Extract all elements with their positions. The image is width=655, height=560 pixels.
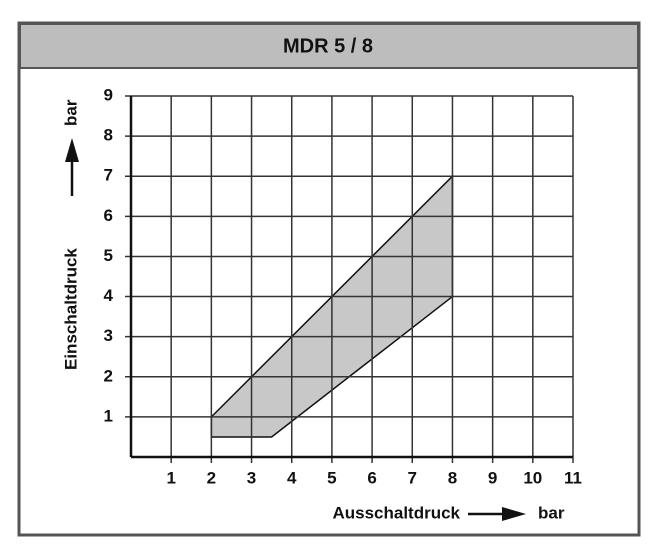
x-tick-label: 6 bbox=[367, 468, 376, 487]
x-tick-label: 3 bbox=[247, 468, 256, 487]
y-axis-unit: bar bbox=[61, 99, 80, 126]
y-tick-label: 7 bbox=[104, 166, 113, 185]
x-tick-label: 11 bbox=[564, 468, 582, 487]
x-axis-unit: bar bbox=[538, 503, 565, 522]
x-tick-label: 10 bbox=[523, 468, 542, 487]
frame bbox=[17, 21, 641, 537]
y-tick-label: 2 bbox=[104, 366, 113, 385]
x-tick-label: 8 bbox=[448, 468, 457, 487]
y-tick-label: 9 bbox=[104, 85, 113, 104]
y-arrow bbox=[65, 138, 79, 196]
title-bar bbox=[19, 23, 639, 69]
y-tick-label: 4 bbox=[104, 286, 114, 305]
x-arrow bbox=[468, 507, 526, 521]
y-tick-label: 8 bbox=[104, 126, 113, 145]
x-axis-label: Ausschaltdruck bbox=[332, 503, 460, 522]
y-tick-label: 6 bbox=[104, 206, 113, 225]
chart-title: MDR 5 / 8 bbox=[283, 35, 373, 57]
x-tick-label: 4 bbox=[287, 468, 297, 487]
y-tick-label: 3 bbox=[104, 326, 113, 345]
x-tick-label: 5 bbox=[327, 468, 336, 487]
y-tick-label: 5 bbox=[104, 246, 113, 265]
x-tick-label: 9 bbox=[488, 468, 497, 487]
x-tick-label: 7 bbox=[408, 468, 417, 487]
x-tick-label: 2 bbox=[207, 468, 216, 487]
y-axis-label: Einschaltdruck bbox=[61, 248, 80, 370]
y-tick-label: 1 bbox=[104, 406, 113, 425]
x-tick-label: 1 bbox=[166, 468, 175, 487]
